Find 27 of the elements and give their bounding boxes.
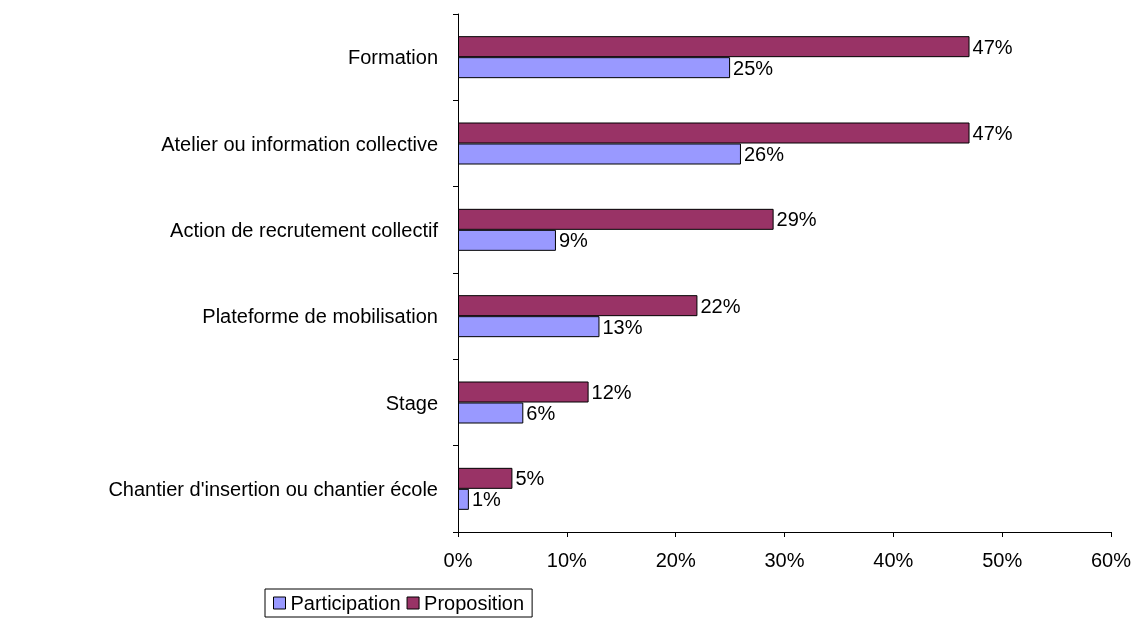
data-label: 26% — [743, 143, 785, 165]
x-tick-label: 40% — [873, 549, 914, 571]
y-tick-label: Plateforme de mobilisation — [202, 305, 438, 328]
data-label: 25% — [733, 56, 774, 79]
data-label: 47% — [972, 122, 1013, 144]
data-label: 22% — [700, 294, 741, 317]
data-label: 13% — [602, 315, 643, 338]
data-label: 9% — [558, 229, 589, 252]
x-tick-label: 10% — [546, 549, 588, 571]
legend-label: Participation — [290, 592, 401, 614]
y-tick-label: Atelier ou information collective — [161, 132, 438, 155]
data-label: 5% — [515, 467, 545, 490]
y-tick-label: Chantier d'insertion ou chantier école — [108, 477, 438, 500]
data-label: 1% — [471, 488, 502, 511]
data-label: 12% — [591, 381, 632, 403]
y-tick-label: Formation — [347, 46, 438, 69]
x-tick-label: 20% — [655, 549, 696, 571]
x-tick-label: 0% — [443, 549, 473, 571]
legend-label: Proposition — [424, 592, 525, 614]
data-label: 6% — [526, 402, 556, 424]
data-label: 47% — [972, 35, 1013, 58]
data-label: 29% — [776, 208, 817, 231]
x-tick-label: 30% — [764, 549, 805, 571]
x-tick-label: 60% — [1090, 549, 1132, 571]
x-tick-label: 50% — [982, 549, 1023, 571]
y-tick-label: Action de recrutement collectif — [170, 218, 439, 241]
y-tick-label: Stage — [385, 391, 438, 414]
